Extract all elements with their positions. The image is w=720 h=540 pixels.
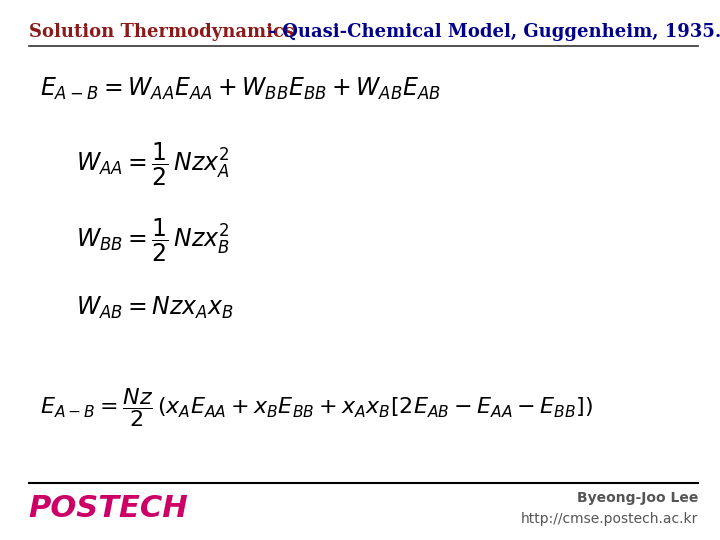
Text: - Quasi-Chemical Model, Guggenheim, 1935.: - Quasi-Chemical Model, Guggenheim, 1935… <box>256 23 720 40</box>
Text: POSTECH: POSTECH <box>29 494 189 523</box>
Text: $W_{AB} = Nzx_A x_B$: $W_{AB} = Nzx_A x_B$ <box>76 295 234 321</box>
Text: $E_{A-B} = W_{AA}E_{AA} + W_{BB}E_{BB} + W_{AB}E_{AB}$: $E_{A-B} = W_{AA}E_{AA} + W_{BB}E_{BB} +… <box>40 76 441 102</box>
Text: http://cmse.postech.ac.kr: http://cmse.postech.ac.kr <box>521 512 698 526</box>
Text: Byeong-Joo Lee: Byeong-Joo Lee <box>577 491 698 505</box>
Text: $E_{A-B} = \dfrac{Nz}{2}\,(x_A E_{AA} + x_B E_{BB} + x_A x_B [2E_{AB} - E_{AA} -: $E_{A-B} = \dfrac{Nz}{2}\,(x_A E_{AA} + … <box>40 386 593 429</box>
Text: $W_{BB} = \dfrac{1}{2}\, Nzx_B^2$: $W_{BB} = \dfrac{1}{2}\, Nzx_B^2$ <box>76 217 230 264</box>
Text: $W_{AA} = \dfrac{1}{2}\, Nzx_A^2$: $W_{AA} = \dfrac{1}{2}\, Nzx_A^2$ <box>76 141 229 188</box>
Text: Solution Thermodynamics: Solution Thermodynamics <box>29 23 294 40</box>
